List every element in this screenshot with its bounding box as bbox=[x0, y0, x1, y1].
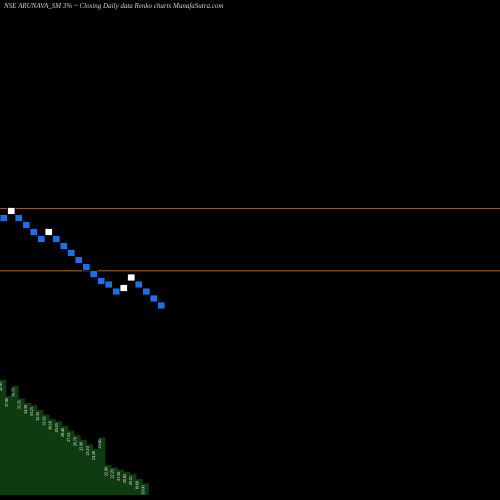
renko-brick bbox=[134, 280, 143, 289]
renko-brick bbox=[119, 284, 128, 292]
volume-label: 21.50 bbox=[116, 472, 121, 481]
renko-brick bbox=[89, 270, 98, 278]
renko-brick bbox=[127, 273, 136, 282]
volume-label: 22.90 bbox=[103, 467, 108, 476]
chart-title: NSE ARUNAVA_SM 3% ~ Closing Daily data R… bbox=[3, 2, 223, 10]
volume-label: 35.35 bbox=[17, 400, 22, 409]
volume-label: 25.90 bbox=[79, 442, 84, 451]
renko-brick bbox=[112, 287, 121, 296]
volume-label: 23.60 bbox=[97, 440, 102, 449]
volume-label: 37.90 bbox=[4, 398, 9, 407]
volume-label: 30.10 bbox=[48, 421, 53, 430]
volume-bars bbox=[0, 380, 149, 495]
renko-bricks bbox=[0, 207, 166, 310]
renko-brick bbox=[157, 301, 166, 310]
volume-label: 20.25 bbox=[128, 476, 133, 485]
volume-label: 32.35 bbox=[35, 412, 40, 421]
volume-label: 26.70 bbox=[72, 437, 77, 446]
renko-brick bbox=[149, 294, 158, 303]
volume-label: 31.05 bbox=[41, 417, 46, 426]
renko-brick bbox=[44, 228, 53, 236]
volume-label: 19.60 bbox=[134, 481, 139, 490]
renko-brick bbox=[59, 242, 68, 250]
renko-brick bbox=[142, 287, 151, 296]
renko-brick bbox=[29, 228, 38, 236]
volume-label: 24.30 bbox=[91, 451, 96, 460]
renko-brick bbox=[74, 256, 83, 264]
volume-label: 34.30 bbox=[23, 405, 28, 414]
volume-label: 20.85 bbox=[122, 474, 127, 483]
volume-label: 22.20 bbox=[110, 469, 115, 478]
renko-brick bbox=[97, 277, 106, 285]
volume-label: 27.55 bbox=[66, 433, 71, 442]
volume-label: 28.40 bbox=[60, 428, 65, 437]
volume-label: 33.25 bbox=[29, 407, 34, 416]
renko-brick bbox=[37, 235, 46, 243]
renko-brick bbox=[14, 214, 23, 222]
volume-label: 36.55 bbox=[10, 388, 15, 397]
renko-brick bbox=[104, 280, 113, 289]
volume-label: 19.00 bbox=[141, 486, 146, 495]
renko-brick bbox=[22, 221, 31, 229]
renko-brick bbox=[67, 249, 76, 257]
renko-brick bbox=[0, 214, 8, 222]
volume-label: 42.95 bbox=[0, 382, 3, 391]
volume-label: 25.10 bbox=[85, 446, 90, 455]
renko-brick bbox=[82, 263, 91, 271]
volume-label: 29.20 bbox=[54, 423, 59, 432]
renko-brick bbox=[52, 235, 61, 243]
renko-brick bbox=[7, 207, 16, 215]
